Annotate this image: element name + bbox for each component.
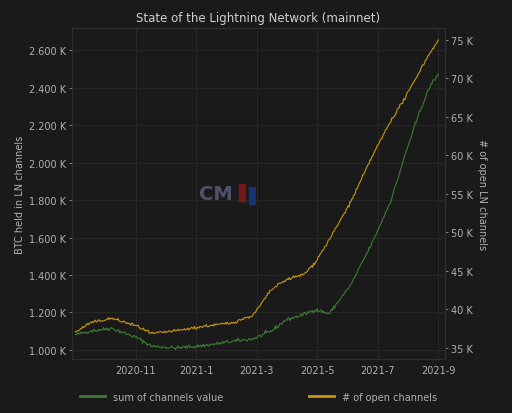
Text: ▌: ▌ [248,187,262,205]
Y-axis label: # of open LN channels: # of open LN channels [477,139,487,249]
Legend: sum of channels value: sum of channels value [76,388,227,406]
Text: ▌: ▌ [239,183,252,202]
Legend: # of open channels: # of open channels [306,388,441,406]
Y-axis label: BTC held in LN channels: BTC held in LN channels [15,135,25,253]
Text: CM: CM [199,185,232,204]
Title: State of the Lightning Network (mainnet): State of the Lightning Network (mainnet) [137,12,380,25]
